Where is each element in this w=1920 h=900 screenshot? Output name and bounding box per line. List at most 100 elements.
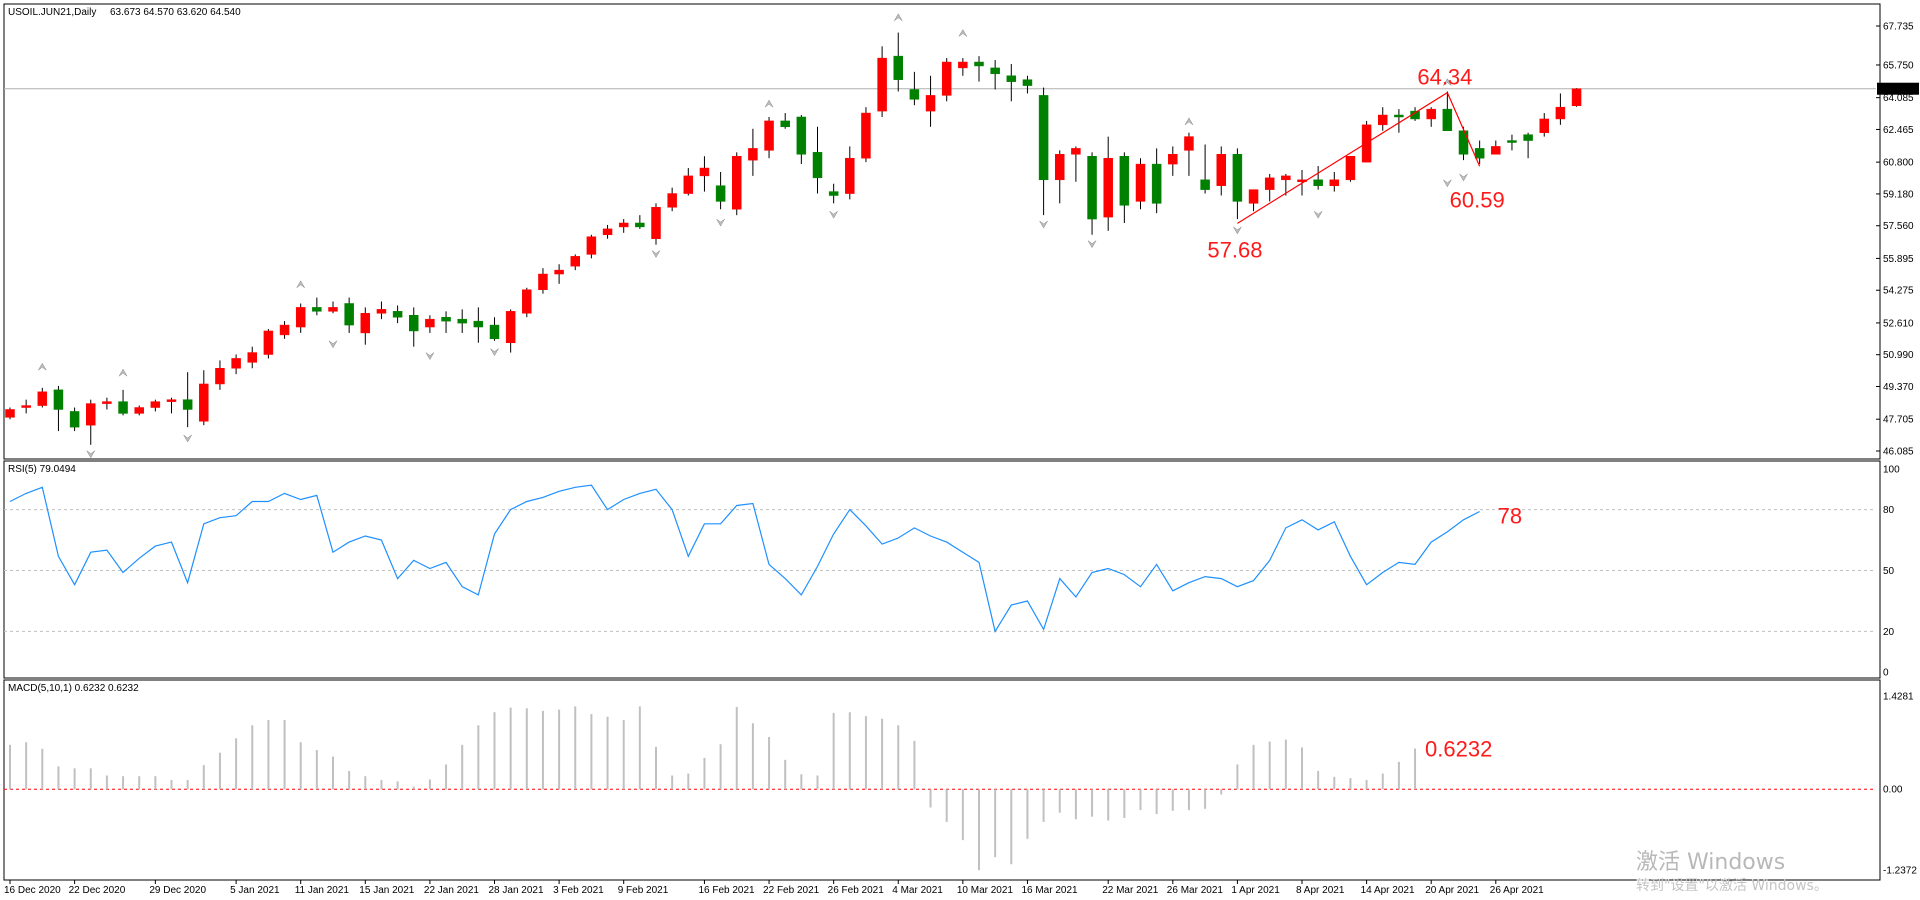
time-tick-label: 10 Mar 2021 <box>957 885 1014 896</box>
candle-bearish <box>635 215 645 229</box>
candle-bullish <box>505 309 516 353</box>
candle-bullish <box>1264 173 1275 202</box>
rsi-tick-label: 0 <box>1883 668 1889 679</box>
candle-bearish <box>780 113 790 129</box>
candle-bullish <box>376 301 387 320</box>
candle-bullish <box>958 58 968 76</box>
price-tick-label: 64.085 <box>1883 93 1914 104</box>
rsi-tick-label: 20 <box>1883 627 1895 638</box>
time-tick-label: 16 Mar 2021 <box>1021 885 1078 896</box>
rsi-levels <box>4 509 1876 632</box>
candle-bullish <box>683 168 694 196</box>
time-tick-label: 20 Apr 2021 <box>1425 885 1479 896</box>
candle-bullish <box>877 46 887 117</box>
candle-bullish <box>667 187 677 212</box>
candle-bearish <box>828 183 839 204</box>
price-tick-label: 52.610 <box>1883 318 1914 329</box>
rsi-pane-frame <box>3 460 1881 679</box>
annotation-low: 57.68 <box>1207 237 1262 262</box>
candle-bullish <box>279 321 290 339</box>
fractal-down-marker <box>651 250 661 258</box>
candle-bearish <box>974 56 984 82</box>
candle-bullish <box>1491 140 1501 155</box>
symbol-title: USOIL.JUN21,Daily <box>8 7 96 18</box>
candle-bearish <box>1523 132 1533 159</box>
candle-bullish <box>21 399 31 414</box>
rsi-pane[interactable]: RSI(5) 79.0494 78 100 80 50 20 0 <box>3 460 1900 679</box>
time-tick-label: 22 Jan 2021 <box>424 885 479 896</box>
time-tick-label: 28 Jan 2021 <box>489 885 544 896</box>
candle-bearish <box>1507 134 1517 151</box>
time-tick-label: 9 Feb 2021 <box>618 885 669 896</box>
time-tick-label: 11 Jan 2021 <box>295 885 350 896</box>
time-tick-label: 15 Jan 2021 <box>359 885 414 896</box>
time-tick-label: 26 Feb 2021 <box>828 885 885 896</box>
rsi-tick-label: 80 <box>1883 505 1895 516</box>
candle-bullish <box>845 146 855 200</box>
candle-bearish <box>1151 148 1162 214</box>
time-axis[interactable]: 16 Dec 2020 22 Dec 2020 29 Dec 2020 5 Jan 2… <box>4 880 1544 896</box>
price-tick-label: 46.085 <box>1883 447 1914 458</box>
candle-bullish <box>1248 189 1259 212</box>
fractal-down-marker <box>86 450 95 459</box>
candle-bullish <box>602 224 613 239</box>
candle-bearish <box>1038 87 1049 216</box>
time-tick-label: 26 Apr 2021 <box>1490 885 1544 896</box>
candle-bearish <box>473 307 484 343</box>
annotation-high: 64.34 <box>1417 65 1472 90</box>
fractal-down-marker <box>716 218 725 227</box>
rsi-tick-label: 100 <box>1883 465 1900 476</box>
candle-bullish <box>295 303 306 333</box>
price-tick-label: 60.800 <box>1883 158 1914 169</box>
price-pane[interactable]: USOIL.JUN21,Daily 63.673 64.570 63.620 6… <box>3 3 1919 460</box>
watermark-settings-hint: 转到"设置"以激活 Windows。 <box>1636 877 1828 894</box>
candle-bearish <box>1119 152 1130 223</box>
fractal-down-marker <box>1087 240 1097 249</box>
time-tick-label: 14 Apr 2021 <box>1361 885 1415 896</box>
zigzag-segment <box>1237 92 1448 224</box>
candle-bearish <box>909 71 920 106</box>
candle-bearish <box>392 305 403 324</box>
candle-bullish <box>1281 173 1291 196</box>
macd-tick-label: -1.2372 <box>1883 866 1917 877</box>
time-tick-label: 1 Apr 2021 <box>1231 885 1280 896</box>
macd-tick-label: 0.00 <box>1883 785 1903 796</box>
candle-bearish <box>118 389 128 416</box>
candle-bullish <box>1539 113 1549 137</box>
time-tick-label: 22 Feb 2021 <box>763 885 820 896</box>
price-tick-label: 57.560 <box>1883 221 1914 232</box>
candle-bullish <box>215 360 225 390</box>
macd-pane[interactable]: MACD(5,10,1) 0.6232 0.6232 0.6232 1.4281… <box>3 679 1917 881</box>
price-tick-label: 54.275 <box>1883 286 1914 297</box>
candle-bearish <box>1200 144 1210 194</box>
macd-tick-label: 1.4281 <box>1883 692 1914 703</box>
candle-bearish <box>893 32 903 92</box>
time-tick-label: 3 Feb 2021 <box>553 885 604 896</box>
candle-bullish <box>699 156 710 192</box>
candle-bearish <box>812 126 823 194</box>
candle-bearish <box>69 407 80 432</box>
fractal-down-marker <box>1233 226 1242 235</box>
time-tick-label: 16 Feb 2021 <box>698 885 755 896</box>
candle-bullish <box>554 264 564 284</box>
price-axis[interactable]: 67.735 65.750 64.085 62.465 60.800 59.180 57.5… <box>1876 22 1914 458</box>
candle-bullish <box>1103 136 1113 231</box>
candle-bearish <box>1232 148 1243 220</box>
candle-bearish <box>441 311 451 333</box>
rsi-title: RSI(5) 79.0494 <box>8 464 76 475</box>
candle-bullish <box>425 315 435 333</box>
candle-bullish <box>1378 107 1388 131</box>
rsi-tick-label: 50 <box>1883 566 1895 577</box>
candle-bullish <box>522 287 532 318</box>
fractal-down-marker <box>425 352 435 361</box>
time-tick-label: 29 Dec 2020 <box>149 885 206 896</box>
candle-bullish <box>1135 158 1146 210</box>
fractal-down-marker <box>1459 173 1468 182</box>
time-tick-label: 8 Apr 2021 <box>1296 885 1345 896</box>
fractal-down-marker <box>490 348 499 357</box>
rsi-axis: 100 80 50 20 0 <box>1883 465 1900 679</box>
macd-annotation: 0.6232 <box>1425 737 1492 762</box>
candle-bullish <box>651 203 661 245</box>
candle-bullish <box>1216 146 1226 196</box>
